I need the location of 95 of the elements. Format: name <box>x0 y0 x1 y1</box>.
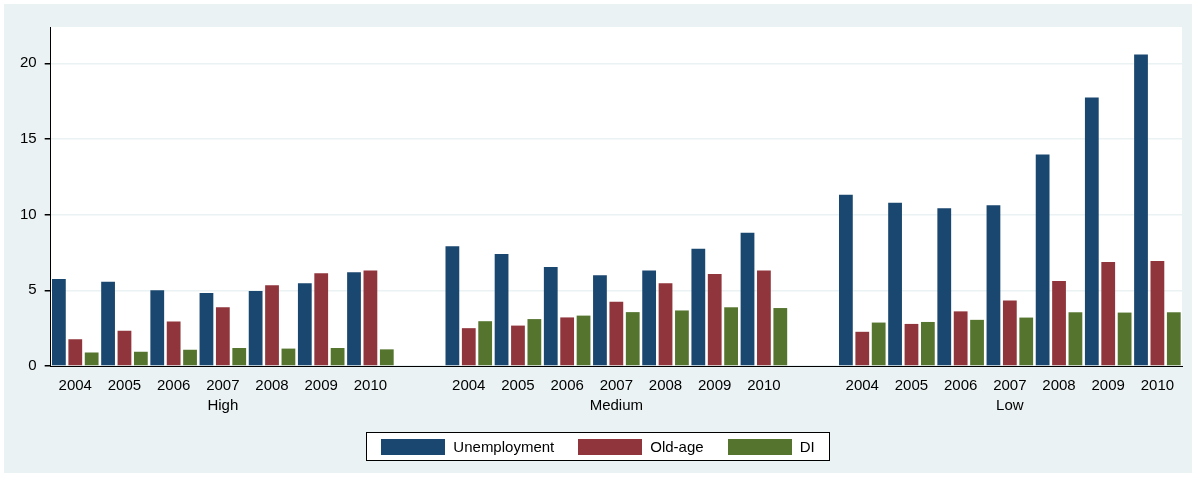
bar <box>658 283 673 366</box>
text: High <box>207 395 239 413</box>
bar <box>953 311 968 366</box>
bar <box>543 267 558 366</box>
bar <box>691 248 706 366</box>
x-tick-label: 2008 <box>1042 376 1076 394</box>
x-tick-label: 2010 <box>747 376 781 394</box>
bar <box>248 290 263 366</box>
x-tick-label: 2010 <box>353 376 388 394</box>
x-tick-label: 2008 <box>255 376 289 394</box>
x-tick-label: 2005 <box>107 376 142 394</box>
legend-label: DI <box>799 438 815 455</box>
bar <box>970 319 984 366</box>
bar <box>839 194 853 366</box>
bar <box>445 246 460 366</box>
bar <box>314 273 329 366</box>
bar <box>527 319 542 366</box>
bar <box>757 270 771 366</box>
bar <box>84 352 99 366</box>
bar <box>199 292 214 366</box>
bar <box>871 322 886 366</box>
y-tick-label: 0 <box>28 356 37 374</box>
bar <box>215 307 230 366</box>
x-tick-label: 2005 <box>894 376 929 394</box>
x-tick-label: 2009 <box>698 376 732 394</box>
bar <box>937 208 952 366</box>
bar <box>625 312 640 366</box>
bar <box>101 281 115 366</box>
x-tick-label: 2004 <box>58 376 92 394</box>
bar <box>1117 312 1132 366</box>
x-tick-label: 2008 <box>648 376 683 394</box>
bar <box>740 232 755 366</box>
bar <box>478 321 493 366</box>
bar <box>232 347 247 366</box>
bar <box>379 349 394 366</box>
x-tick-label: 2004 <box>845 376 879 394</box>
x-tick-label: 2006 <box>943 376 978 394</box>
x-tick-label: 2007 <box>206 376 240 394</box>
bar <box>68 339 83 366</box>
legend-label: Unemployment <box>453 438 555 455</box>
bar <box>1101 262 1116 366</box>
x-tick-label: 2006 <box>550 376 584 394</box>
bar <box>52 278 66 366</box>
bar <box>1134 54 1148 366</box>
y-tick-label: 20 <box>20 53 37 71</box>
bar <box>297 283 312 366</box>
x-tick-label: 2004 <box>452 376 486 394</box>
bar <box>133 351 148 366</box>
bar <box>920 321 935 366</box>
y-tick-label: 10 <box>20 204 37 222</box>
bar <box>363 270 378 366</box>
bar <box>461 328 476 366</box>
bar <box>1166 312 1181 366</box>
x-tick-label: 2007 <box>599 376 634 394</box>
x-tick-label: 2009 <box>1091 376 1125 394</box>
bar <box>1002 300 1017 366</box>
bar <box>986 205 1001 366</box>
bar <box>1084 97 1099 366</box>
text: Low <box>996 395 1024 413</box>
bar <box>724 307 738 366</box>
bar <box>904 323 919 366</box>
bar <box>117 330 132 366</box>
x-tick-label: 2009 <box>304 376 338 394</box>
bar <box>330 347 345 366</box>
bar <box>560 317 575 366</box>
y-tick-label: 5 <box>28 280 37 298</box>
bar <box>150 290 165 366</box>
bar <box>773 308 788 366</box>
bar <box>494 254 509 366</box>
bar <box>593 275 607 366</box>
text: Medium <box>589 395 644 413</box>
bar <box>347 272 361 366</box>
bar <box>888 202 902 366</box>
bar <box>511 325 525 366</box>
bar <box>1035 154 1050 366</box>
bar <box>183 349 197 366</box>
bar <box>1019 317 1034 366</box>
legend-label: Old-age <box>650 438 704 455</box>
bar <box>855 331 870 366</box>
bar <box>1150 260 1165 366</box>
bar <box>166 321 181 366</box>
bar <box>642 270 657 366</box>
x-tick-label: 2006 <box>156 376 191 394</box>
x-tick-label: 2005 <box>501 376 535 394</box>
bar <box>576 315 591 366</box>
x-tick-label: 2010 <box>1140 376 1175 394</box>
y-tick-label: 15 <box>20 129 37 147</box>
x-tick-label: 2007 <box>993 376 1027 394</box>
bar <box>675 310 689 366</box>
bar <box>609 301 624 366</box>
bar <box>281 348 296 366</box>
bar <box>707 273 722 366</box>
bar <box>265 285 279 366</box>
bar <box>1052 281 1066 366</box>
bar <box>1068 312 1083 366</box>
